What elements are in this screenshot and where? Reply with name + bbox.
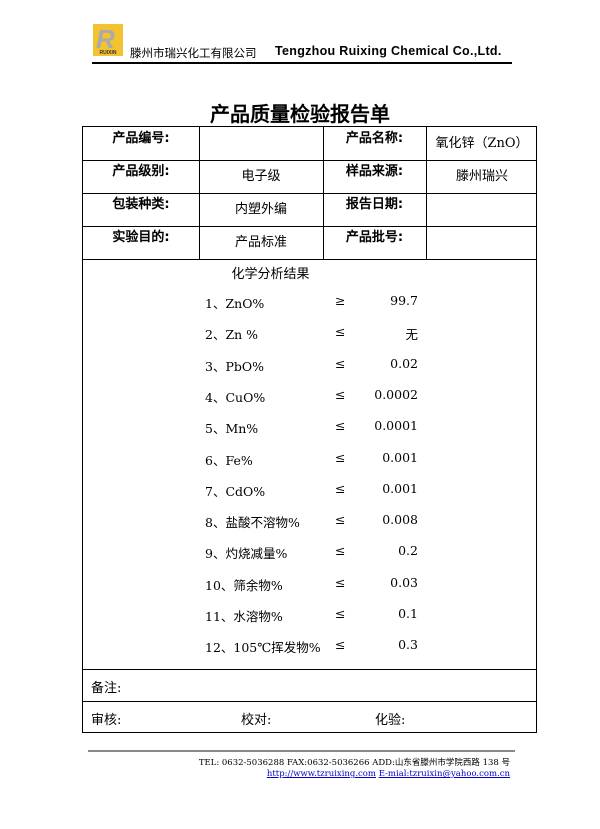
info-label: 包装种类: — [112, 197, 170, 212]
result-op: ≤ — [335, 418, 346, 434]
info-label: 报告日期: — [345, 197, 404, 212]
result-value: 0.008 — [382, 512, 418, 528]
company-logo: R RUIXIN — [93, 24, 123, 56]
remarks-label: 备注: — [91, 681, 122, 696]
info-label: 实验目的: — [112, 230, 170, 245]
company-name-en: Tengzhou Ruixing Chemical Co.,Ltd. — [275, 44, 502, 58]
info-label: 产品名称: — [345, 131, 404, 146]
info-value — [426, 226, 538, 259]
result-value: 0.0001 — [374, 418, 418, 434]
result-item: 10、筛余物% — [205, 577, 283, 593]
test-label: 化验: — [375, 713, 406, 728]
result-item: 8、盐酸不溶物% — [205, 515, 300, 531]
info-value: 电子级 — [241, 169, 281, 184]
result-op: ≤ — [335, 386, 346, 402]
result-op: ≤ — [335, 324, 346, 340]
result-value: 0.03 — [390, 574, 418, 590]
result-op: ≤ — [335, 574, 346, 590]
result-op: ≤ — [335, 637, 346, 653]
result-op: ≤ — [335, 355, 346, 371]
info-label: 产品级别: — [112, 164, 170, 179]
result-value: 0.3 — [398, 637, 418, 653]
report-table: 产品编号: 产品名称: 氧化锌（ZnO） 产品级别: 电子级 样品来源: 滕州瑞兴包装种类:… — [82, 126, 537, 733]
company-name-cn: 滕州市瑞兴化工有限公司 — [130, 46, 257, 60]
result-value: 无 — [405, 327, 418, 343]
info-label: 产品批号: — [345, 230, 404, 245]
info-value: 内塑外编 — [234, 202, 287, 217]
result-item: 7、CdO% — [205, 483, 266, 499]
result-item: 2、Zn % — [205, 327, 259, 343]
header-divider — [92, 62, 512, 64]
result-value: 0.0002 — [374, 386, 418, 402]
result-value: 0.1 — [398, 606, 418, 621]
result-value: 0.001 — [382, 449, 418, 465]
result-value: 0.2 — [398, 543, 418, 559]
result-op: ≥ — [335, 293, 346, 308]
footer-contact: TEL: 0632-5036288 FAX:0632-5036266 ADD:山… — [198, 758, 510, 768]
result-item: 3、PbO% — [205, 358, 264, 374]
result-value: 0.001 — [382, 480, 418, 496]
result-item: 6、Fe% — [205, 452, 253, 468]
result-op: ≤ — [335, 449, 346, 465]
result-op: ≤ — [335, 606, 346, 621]
result-op: ≤ — [335, 480, 346, 496]
info-value: 滕州瑞兴 — [455, 169, 508, 184]
result-item: 5、Mn% — [205, 421, 259, 437]
result-value: 0.02 — [390, 355, 418, 371]
email-link[interactable]: E-mial:tzruixin@yahoo.com.cn — [378, 769, 510, 779]
results-title: 化学分析结果 — [231, 267, 310, 282]
result-op: ≤ — [335, 543, 346, 559]
result-item: 4、CuO% — [205, 389, 266, 405]
result-item: 9、灼烧减量% — [205, 546, 288, 562]
info-value — [199, 127, 323, 160]
result-op: ≤ — [335, 512, 346, 528]
info-label: 产品编号: — [112, 131, 170, 146]
result-item: 1、ZnO% — [205, 296, 265, 311]
info-value — [426, 193, 538, 226]
review-label: 审核: — [91, 713, 122, 728]
footer-links: http://www.tzruixing.com E-mial:tzruixin… — [190, 769, 510, 779]
result-value: 99.7 — [390, 293, 418, 308]
check-label: 校对: — [241, 713, 272, 728]
info-value: 产品标准 — [234, 235, 287, 250]
page-title: 产品质量检验报告单 — [210, 102, 390, 126]
info-value: 氧化锌（ZnO） — [435, 136, 529, 151]
result-item: 12、105℃挥发物% — [205, 640, 321, 656]
footer-divider — [88, 750, 515, 752]
website-link[interactable]: http://www.tzruixing.com — [266, 769, 376, 779]
info-label: 样品来源: — [345, 164, 404, 179]
result-item: 11、水溶物% — [205, 609, 283, 624]
